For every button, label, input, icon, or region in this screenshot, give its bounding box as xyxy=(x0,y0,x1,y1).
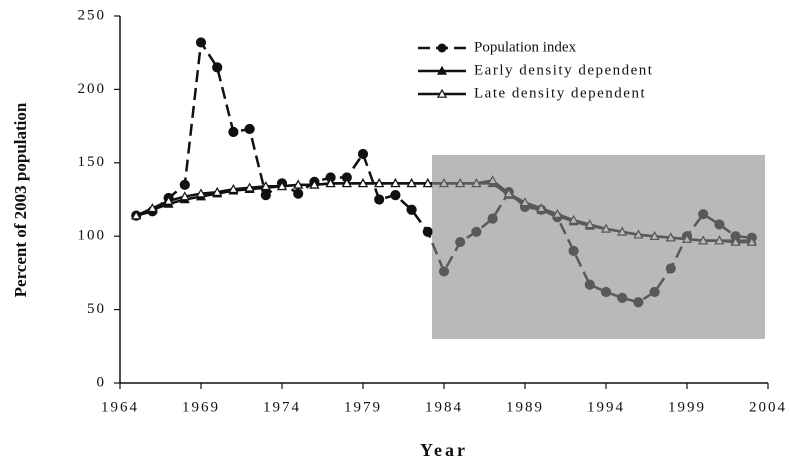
y-tick-label: 50 xyxy=(87,301,106,317)
point xyxy=(147,203,158,213)
point xyxy=(195,37,207,48)
y-tick-label: 250 xyxy=(78,7,107,23)
point xyxy=(309,179,320,189)
point xyxy=(422,226,433,237)
x-tick-label: 1999 xyxy=(668,399,706,415)
point xyxy=(179,179,190,190)
legend-marker xyxy=(436,65,448,75)
point xyxy=(260,181,271,191)
x-tick-label: 1969 xyxy=(182,399,220,415)
y-tick-label: 200 xyxy=(78,81,107,97)
point xyxy=(406,204,417,215)
point xyxy=(374,178,385,188)
point xyxy=(163,195,174,205)
point xyxy=(212,186,223,196)
point xyxy=(212,62,223,73)
point xyxy=(228,183,239,194)
legend-label: Population index xyxy=(474,39,577,55)
x-tick-label: 1994 xyxy=(587,399,625,415)
point xyxy=(228,126,239,138)
y-axis-label: Percent of 2003 population xyxy=(11,102,30,297)
point xyxy=(357,148,369,160)
point xyxy=(244,182,255,192)
x-tick-label: 2004 xyxy=(749,399,787,415)
point xyxy=(390,189,401,201)
point xyxy=(406,178,417,188)
point xyxy=(357,178,369,188)
y-tick-label: 150 xyxy=(78,154,107,170)
legend-label: Early density dependent xyxy=(474,62,653,78)
x-tick-label: 1984 xyxy=(425,399,463,415)
point xyxy=(244,123,255,135)
x-tick-label: 1964 xyxy=(101,399,139,415)
point xyxy=(325,178,336,188)
point xyxy=(390,178,401,188)
shaded-region xyxy=(432,155,765,339)
y-tick-label: 0 xyxy=(97,374,107,390)
point xyxy=(422,178,433,188)
point xyxy=(195,188,207,198)
legend-marker xyxy=(436,88,448,98)
legend-label: Late density dependent xyxy=(474,85,646,101)
point xyxy=(374,194,385,205)
point xyxy=(341,178,352,188)
point xyxy=(131,210,142,220)
x-tick-label: 1989 xyxy=(506,399,544,415)
point xyxy=(260,189,271,201)
point xyxy=(276,181,288,191)
x-axis-label: Year xyxy=(420,440,468,460)
x-tick-label: 1974 xyxy=(263,399,301,415)
y-tick-label: 100 xyxy=(78,228,107,244)
legend-marker xyxy=(437,43,447,53)
x-tick-label: 1979 xyxy=(344,399,382,415)
point xyxy=(293,179,304,189)
point xyxy=(179,191,190,201)
point xyxy=(293,188,304,199)
